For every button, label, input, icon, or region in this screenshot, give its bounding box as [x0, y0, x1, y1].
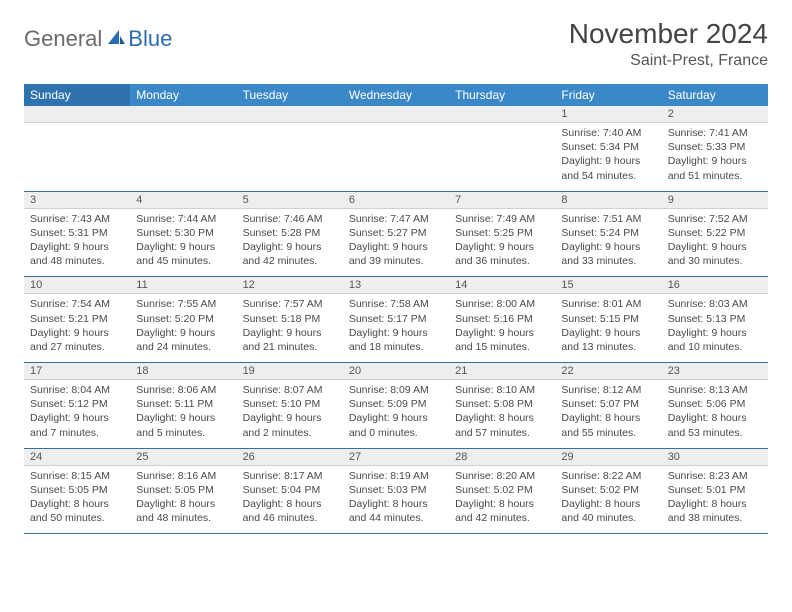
col-sunday: Sunday [24, 84, 130, 106]
day-detail: Sunrise: 7:46 AMSunset: 5:28 PMDaylight:… [237, 208, 343, 277]
detail-row: Sunrise: 7:43 AMSunset: 5:31 PMDaylight:… [24, 208, 768, 277]
day-number: 15 [555, 277, 661, 294]
calendar-table: Sunday Monday Tuesday Wednesday Thursday… [24, 84, 768, 534]
detail-row: Sunrise: 8:04 AMSunset: 5:12 PMDaylight:… [24, 380, 768, 449]
col-wednesday: Wednesday [343, 84, 449, 106]
day-number: 29 [555, 448, 661, 465]
detail-row: Sunrise: 8:15 AMSunset: 5:05 PMDaylight:… [24, 465, 768, 534]
col-monday: Monday [130, 84, 236, 106]
day-detail: Sunrise: 8:17 AMSunset: 5:04 PMDaylight:… [237, 465, 343, 534]
day-number: 10 [24, 277, 130, 294]
day-number: 21 [449, 363, 555, 380]
day-number: 26 [237, 448, 343, 465]
daynum-row: 12 [24, 106, 768, 123]
day-number [237, 106, 343, 123]
day-detail: Sunrise: 8:19 AMSunset: 5:03 PMDaylight:… [343, 465, 449, 534]
day-detail: Sunrise: 7:55 AMSunset: 5:20 PMDaylight:… [130, 294, 236, 363]
day-number: 3 [24, 191, 130, 208]
day-detail: Sunrise: 8:13 AMSunset: 5:06 PMDaylight:… [662, 380, 768, 449]
col-thursday: Thursday [449, 84, 555, 106]
location: Saint-Prest, France [569, 52, 768, 70]
day-detail: Sunrise: 7:43 AMSunset: 5:31 PMDaylight:… [24, 208, 130, 277]
day-number [24, 106, 130, 123]
day-number: 9 [662, 191, 768, 208]
day-detail: Sunrise: 8:12 AMSunset: 5:07 PMDaylight:… [555, 380, 661, 449]
day-detail: Sunrise: 7:58 AMSunset: 5:17 PMDaylight:… [343, 294, 449, 363]
day-detail: Sunrise: 8:03 AMSunset: 5:13 PMDaylight:… [662, 294, 768, 363]
day-number: 4 [130, 191, 236, 208]
day-detail: Sunrise: 7:57 AMSunset: 5:18 PMDaylight:… [237, 294, 343, 363]
day-detail: Sunrise: 8:16 AMSunset: 5:05 PMDaylight:… [130, 465, 236, 534]
col-friday: Friday [555, 84, 661, 106]
day-number: 7 [449, 191, 555, 208]
daynum-row: 24252627282930 [24, 448, 768, 465]
day-number: 1 [555, 106, 661, 123]
daynum-row: 17181920212223 [24, 363, 768, 380]
day-number: 20 [343, 363, 449, 380]
day-detail: Sunrise: 7:54 AMSunset: 5:21 PMDaylight:… [24, 294, 130, 363]
day-number: 16 [662, 277, 768, 294]
day-number: 19 [237, 363, 343, 380]
day-detail: Sunrise: 7:51 AMSunset: 5:24 PMDaylight:… [555, 208, 661, 277]
day-number [130, 106, 236, 123]
day-detail: Sunrise: 7:41 AMSunset: 5:33 PMDaylight:… [662, 123, 768, 192]
day-detail: Sunrise: 8:10 AMSunset: 5:08 PMDaylight:… [449, 380, 555, 449]
day-detail: Sunrise: 8:01 AMSunset: 5:15 PMDaylight:… [555, 294, 661, 363]
day-number: 22 [555, 363, 661, 380]
day-number: 12 [237, 277, 343, 294]
day-number: 17 [24, 363, 130, 380]
month-title: November 2024 [569, 18, 768, 50]
day-number: 25 [130, 448, 236, 465]
day-detail: Sunrise: 7:40 AMSunset: 5:34 PMDaylight:… [555, 123, 661, 192]
day-detail: Sunrise: 7:49 AMSunset: 5:25 PMDaylight:… [449, 208, 555, 277]
day-number: 28 [449, 448, 555, 465]
detail-row: Sunrise: 7:54 AMSunset: 5:21 PMDaylight:… [24, 294, 768, 363]
day-number: 13 [343, 277, 449, 294]
daynum-row: 3456789 [24, 191, 768, 208]
daynum-row: 10111213141516 [24, 277, 768, 294]
day-number: 18 [130, 363, 236, 380]
day-detail: Sunrise: 7:47 AMSunset: 5:27 PMDaylight:… [343, 208, 449, 277]
day-detail [24, 123, 130, 192]
day-detail: Sunrise: 8:04 AMSunset: 5:12 PMDaylight:… [24, 380, 130, 449]
col-tuesday: Tuesday [237, 84, 343, 106]
day-detail [449, 123, 555, 192]
day-detail: Sunrise: 7:52 AMSunset: 5:22 PMDaylight:… [662, 208, 768, 277]
day-detail: Sunrise: 8:15 AMSunset: 5:05 PMDaylight:… [24, 465, 130, 534]
col-saturday: Saturday [662, 84, 768, 106]
logo: General Blue [24, 26, 172, 52]
day-number: 6 [343, 191, 449, 208]
day-detail: Sunrise: 8:07 AMSunset: 5:10 PMDaylight:… [237, 380, 343, 449]
day-number: 27 [343, 448, 449, 465]
day-detail: Sunrise: 8:09 AMSunset: 5:09 PMDaylight:… [343, 380, 449, 449]
day-detail: Sunrise: 8:00 AMSunset: 5:16 PMDaylight:… [449, 294, 555, 363]
sail-icon [106, 26, 126, 52]
logo-text-blue: Blue [128, 26, 172, 52]
day-number: 14 [449, 277, 555, 294]
detail-row: Sunrise: 7:40 AMSunset: 5:34 PMDaylight:… [24, 123, 768, 192]
day-detail [343, 123, 449, 192]
header: General Blue November 2024 Saint-Prest, … [24, 18, 768, 70]
day-number: 30 [662, 448, 768, 465]
day-number: 8 [555, 191, 661, 208]
day-detail [237, 123, 343, 192]
day-detail [130, 123, 236, 192]
day-detail: Sunrise: 8:22 AMSunset: 5:02 PMDaylight:… [555, 465, 661, 534]
calendar-body: 12Sunrise: 7:40 AMSunset: 5:34 PMDayligh… [24, 106, 768, 534]
title-block: November 2024 Saint-Prest, France [569, 18, 768, 70]
day-number [449, 106, 555, 123]
day-number: 2 [662, 106, 768, 123]
day-number [343, 106, 449, 123]
logo-text-general: General [24, 26, 102, 52]
day-detail: Sunrise: 7:44 AMSunset: 5:30 PMDaylight:… [130, 208, 236, 277]
day-number: 11 [130, 277, 236, 294]
weekday-header-row: Sunday Monday Tuesday Wednesday Thursday… [24, 84, 768, 106]
day-detail: Sunrise: 8:23 AMSunset: 5:01 PMDaylight:… [662, 465, 768, 534]
day-number: 24 [24, 448, 130, 465]
day-detail: Sunrise: 8:20 AMSunset: 5:02 PMDaylight:… [449, 465, 555, 534]
day-number: 23 [662, 363, 768, 380]
day-detail: Sunrise: 8:06 AMSunset: 5:11 PMDaylight:… [130, 380, 236, 449]
day-number: 5 [237, 191, 343, 208]
